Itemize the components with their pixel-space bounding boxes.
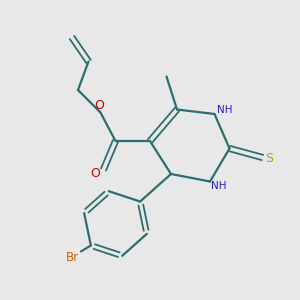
Text: Br: Br: [66, 251, 80, 264]
Text: O: O: [94, 99, 104, 112]
Text: NH: NH: [217, 105, 232, 116]
Text: NH: NH: [211, 181, 227, 191]
Text: O: O: [90, 167, 100, 180]
Text: S: S: [265, 152, 273, 166]
